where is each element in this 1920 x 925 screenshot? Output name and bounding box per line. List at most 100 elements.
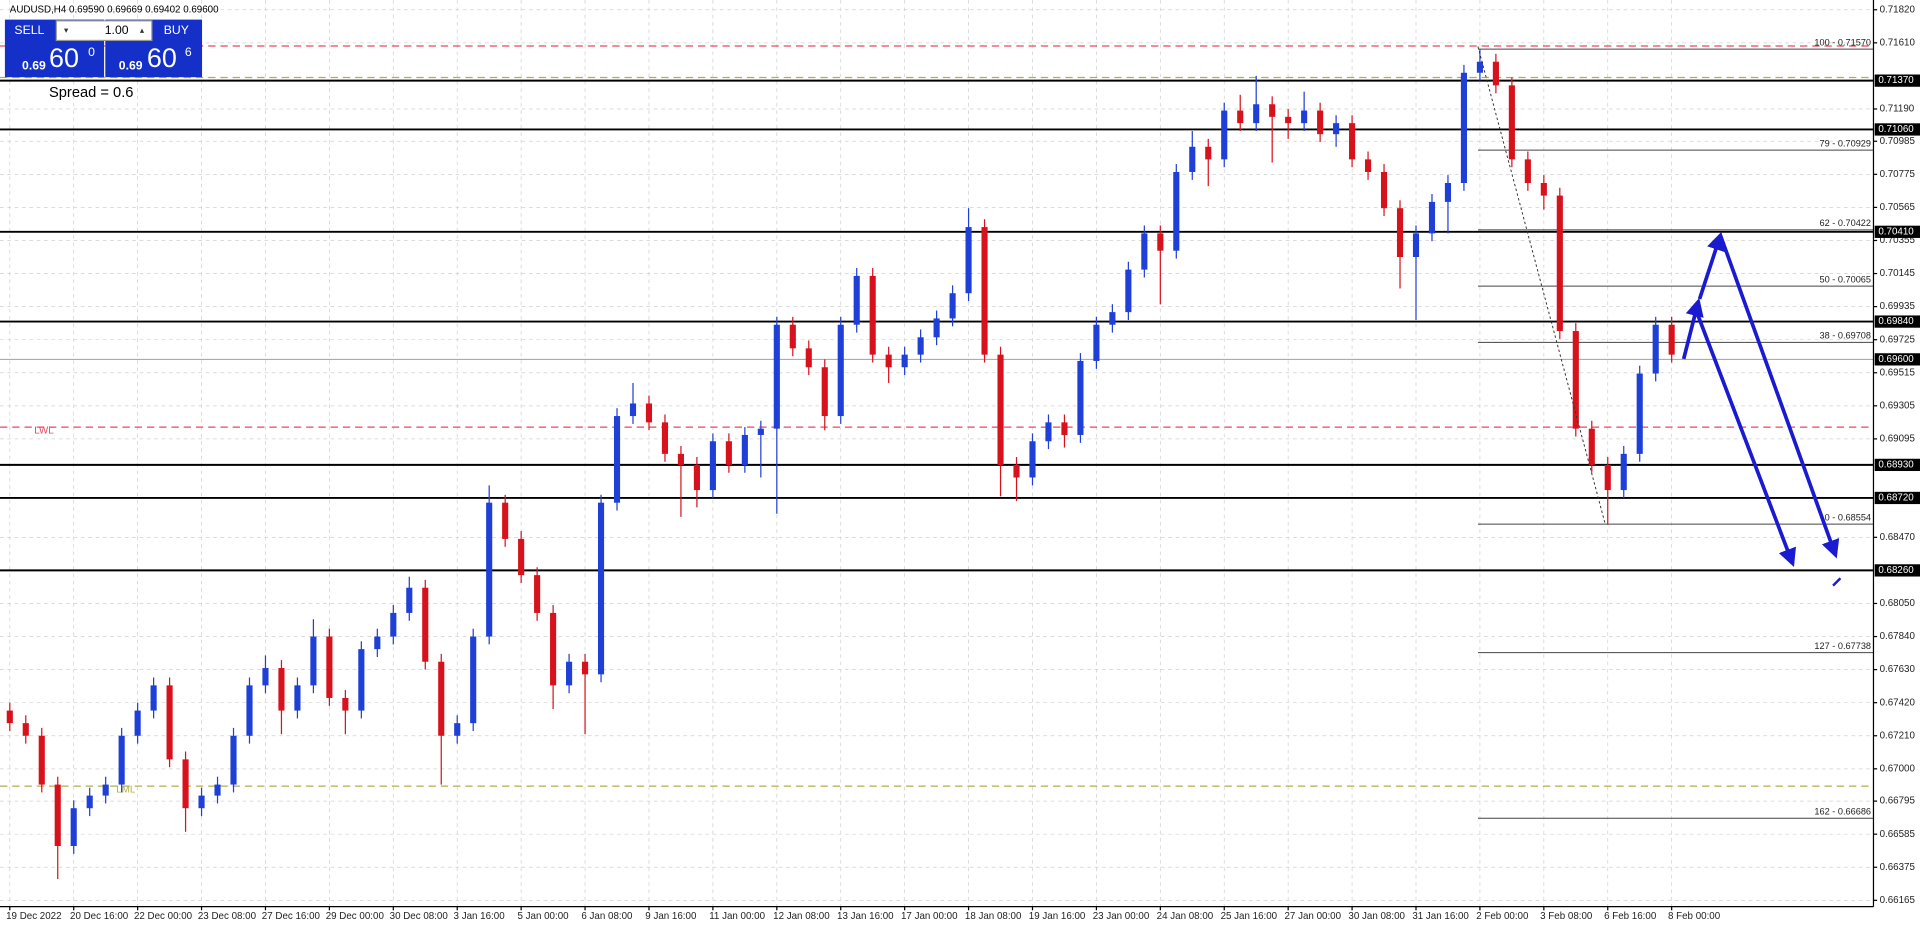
candle-body — [86, 795, 93, 809]
lot-up[interactable]: ▴ — [140, 25, 145, 35]
level-label: 0.68720 — [1878, 493, 1914, 504]
level-label: 0.71370 — [1878, 75, 1914, 86]
x-tick-label: 25 Jan 16:00 — [1221, 911, 1278, 922]
candle-body — [438, 661, 445, 736]
x-tick-label: 3 Feb 08:00 — [1540, 911, 1593, 922]
candle-body — [725, 441, 732, 465]
candle-body — [1029, 441, 1036, 478]
candle-body — [374, 636, 381, 650]
buy-price-frac: 6 — [185, 45, 192, 59]
candle-body — [693, 464, 700, 491]
x-tick-label: 23 Dec 08:00 — [198, 911, 257, 922]
sell-price-big: 0.69 — [22, 58, 46, 72]
candle-body — [741, 434, 748, 465]
buy-button[interactable]: BUY — [164, 23, 189, 37]
y-tick-label: 0.70355 — [1880, 235, 1916, 246]
level-label-box — [1874, 123, 1920, 136]
y-tick-label: 0.67420 — [1880, 697, 1916, 708]
candle-body — [1125, 269, 1132, 313]
fibo-label: 79 - 0.70929 — [1820, 138, 1872, 148]
x-tick-label: 19 Jan 16:00 — [1029, 911, 1086, 922]
buy-price-big: 0.69 — [119, 58, 143, 72]
candle-body — [166, 685, 173, 760]
candle-body — [486, 502, 493, 637]
x-tick-label: 11 Jan 00:00 — [709, 911, 765, 922]
level-label-box — [1874, 458, 1920, 472]
x-tick-label: 2 Feb 00:00 — [1476, 911, 1529, 922]
candle-body — [1333, 123, 1340, 135]
y-tick-label: 0.71190 — [1880, 104, 1915, 115]
level-label-box — [1874, 74, 1920, 87]
level-label: 0.70410 — [1878, 226, 1914, 237]
candle-body — [1061, 422, 1068, 435]
candle-body — [134, 710, 141, 736]
candle-body — [214, 784, 221, 796]
y-tick-label: 0.69305 — [1880, 400, 1916, 411]
x-tick-label: 19 Dec 2022 — [6, 911, 61, 922]
y-tick-label: 0.70775 — [1880, 169, 1916, 180]
y-tick-label: 0.66375 — [1880, 862, 1916, 873]
candle-body — [709, 441, 716, 491]
candle-body — [1221, 110, 1228, 160]
x-tick-label: 24 Jan 08:00 — [1157, 911, 1214, 922]
y-tick-label: 0.66165 — [1880, 895, 1916, 906]
sell-button[interactable]: SELL — [14, 23, 44, 37]
candle-body — [294, 685, 301, 711]
candle-body — [1141, 233, 1148, 270]
fibo-label: 50 - 0.70065 — [1820, 274, 1872, 284]
y-tick-label: 0.70145 — [1880, 268, 1916, 279]
candle-body — [310, 636, 317, 686]
y-tick-label: 0.67000 — [1880, 763, 1916, 774]
candle-body — [1317, 110, 1324, 135]
candle-body — [1412, 233, 1420, 258]
x-tick-label: 12 Jan 08:00 — [773, 911, 830, 922]
candle-body — [1572, 331, 1579, 429]
candle-body — [6, 710, 13, 724]
candle-body — [502, 502, 509, 539]
candle-body — [837, 324, 844, 417]
candle-body — [901, 354, 908, 368]
fibo-label: 38 - 0.69708 — [1820, 331, 1872, 341]
arrow — [1694, 309, 1796, 568]
reference-label: LWL — [34, 425, 54, 436]
candle-body — [885, 354, 892, 368]
candle-body — [342, 697, 349, 711]
x-tick-label: 8 Feb 00:00 — [1668, 911, 1721, 922]
candle-body — [278, 668, 285, 711]
y-tick-label: 0.68470 — [1880, 532, 1916, 543]
y-tick-label: 0.66795 — [1880, 796, 1916, 807]
candle-body — [198, 795, 205, 809]
lot-down[interactable]: ▾ — [64, 25, 69, 35]
x-tick-label: 29 Dec 00:00 — [326, 911, 385, 922]
x-tick-label: 22 Dec 00:00 — [134, 911, 193, 922]
fibo-trend — [1477, 46, 1606, 525]
candle-body — [550, 612, 557, 686]
candle-body — [454, 723, 461, 736]
candle-body — [1077, 360, 1084, 435]
candle-body — [1508, 85, 1515, 160]
pencil-icon — [1832, 577, 1842, 587]
y-tick-label: 0.69725 — [1880, 334, 1916, 345]
candle-body — [70, 808, 77, 846]
x-tick-label: 18 Jan 08:00 — [965, 911, 1022, 922]
y-tick-label: 0.71820 — [1880, 4, 1916, 15]
candle-body — [1524, 159, 1531, 183]
level-label: 0.68260 — [1878, 565, 1914, 576]
candle-body — [518, 538, 525, 576]
candle-body — [853, 275, 860, 325]
candle-body — [406, 587, 413, 613]
x-tick-label: 5 Jan 00:00 — [517, 911, 569, 922]
y-tick-label: 0.69515 — [1880, 367, 1916, 378]
candle-body — [613, 416, 621, 503]
symbol-info: AUDUSD,H4 0.69590 0.69669 0.69402 0.6960… — [10, 4, 219, 15]
candle-body — [1380, 171, 1388, 209]
lot-box[interactable] — [55, 20, 153, 42]
y-tick-label: 0.69935 — [1880, 301, 1916, 312]
candle-body — [1173, 171, 1180, 251]
candle-body — [997, 354, 1004, 465]
lot-value[interactable]: 1.00 — [105, 23, 129, 37]
candle-body — [1668, 324, 1675, 355]
candle-body — [965, 227, 972, 294]
y-tick-label: 0.68050 — [1880, 598, 1916, 609]
